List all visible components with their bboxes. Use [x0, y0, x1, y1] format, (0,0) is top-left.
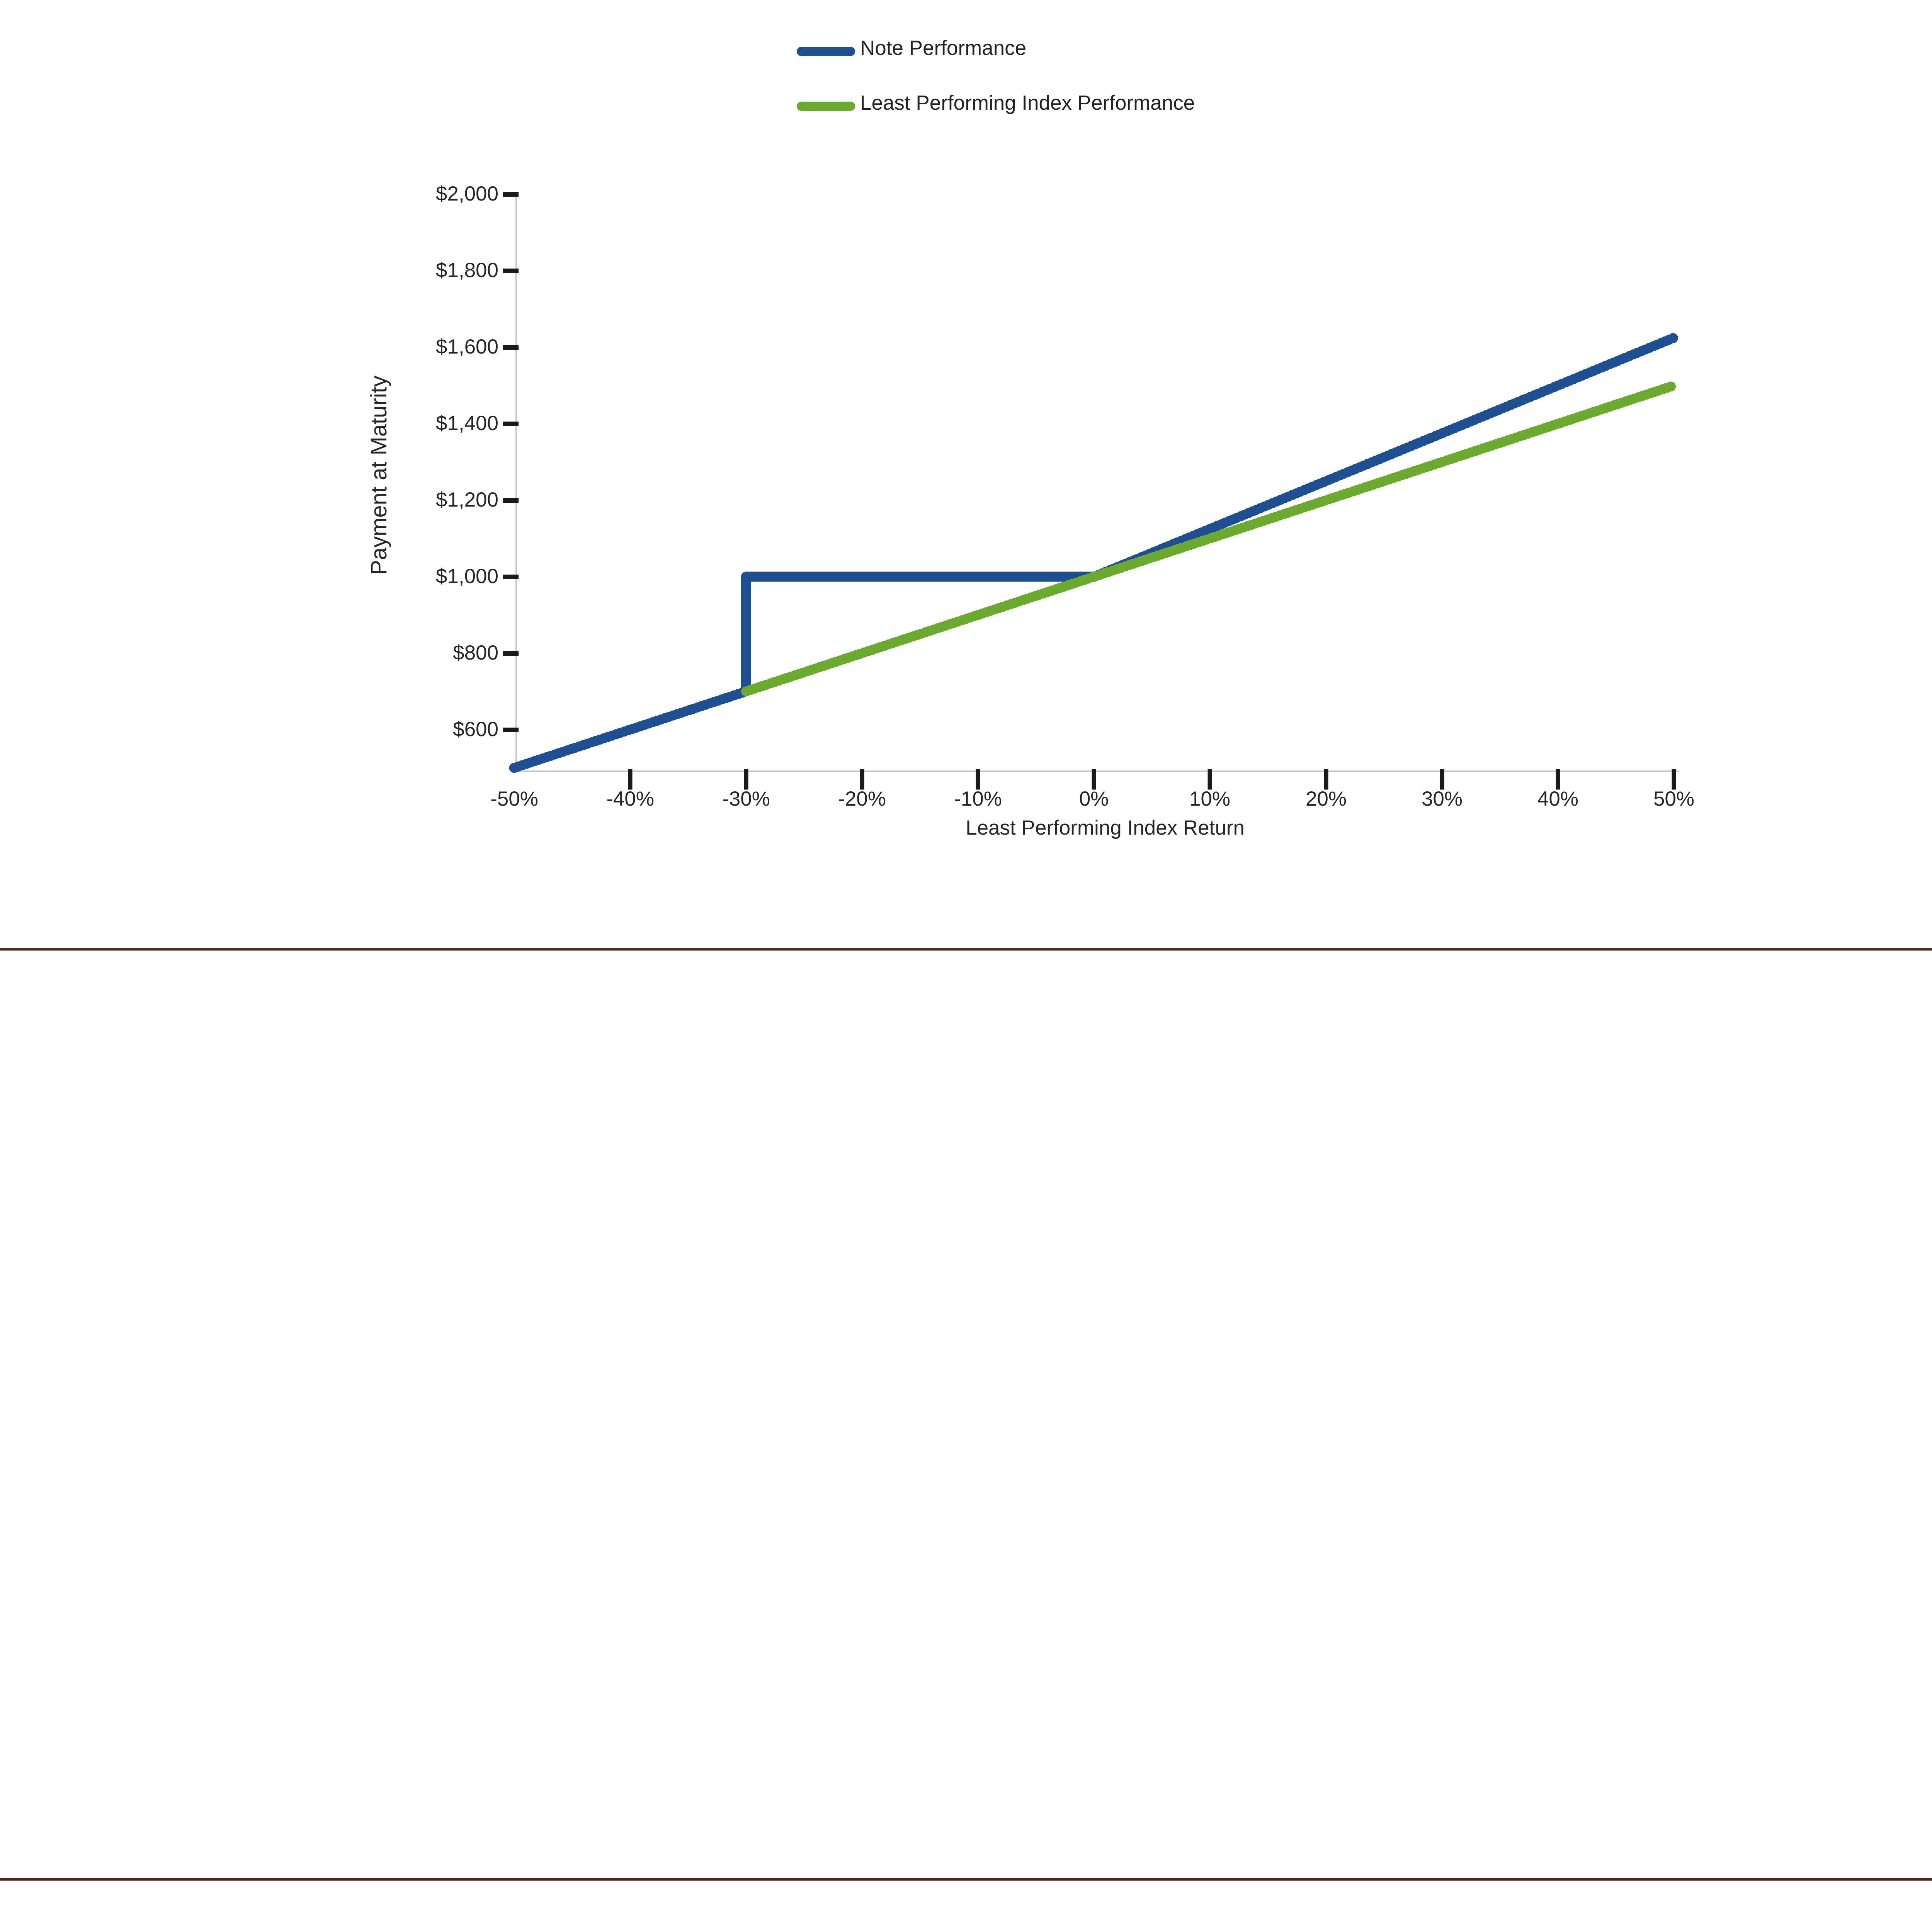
svg-text:10%: 10%	[1189, 787, 1230, 810]
svg-text:20%: 20%	[1306, 787, 1347, 810]
svg-text:-10%: -10%	[954, 787, 1002, 810]
svg-text:$800: $800	[453, 641, 498, 664]
svg-text:$1,200: $1,200	[436, 488, 498, 511]
svg-text:-40%: -40%	[606, 787, 654, 810]
svg-text:40%: 40%	[1537, 787, 1578, 810]
svg-text:-50%: -50%	[490, 787, 538, 810]
svg-text:50%: 50%	[1653, 787, 1694, 810]
svg-text:0%: 0%	[1079, 787, 1109, 810]
svg-text:-30%: -30%	[722, 787, 770, 810]
svg-text:Payment at Maturity: Payment at Maturity	[366, 376, 391, 575]
svg-text:$600: $600	[453, 718, 498, 741]
svg-text:Note Performance: Note Performance	[860, 37, 1026, 60]
svg-text:-20%: -20%	[838, 787, 886, 810]
svg-text:$2,000: $2,000	[436, 182, 498, 205]
svg-text:$1,600: $1,600	[436, 335, 498, 358]
svg-text:Least Performing Index Return: Least Performing Index Return	[966, 816, 1245, 839]
svg-text:$1,800: $1,800	[436, 259, 498, 282]
svg-text:$1,000: $1,000	[436, 565, 498, 588]
svg-text:30%: 30%	[1422, 787, 1463, 810]
svg-text:$1,400: $1,400	[436, 412, 498, 435]
svg-text:Least Performing Index Perform: Least Performing Index Performance	[860, 92, 1195, 114]
